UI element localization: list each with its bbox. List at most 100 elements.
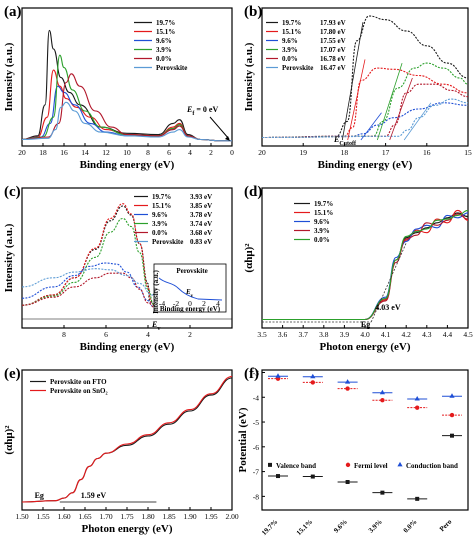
conduction-band-point (275, 373, 281, 378)
x-tick-label: 4 (188, 148, 192, 157)
legend-label: 15.1% (314, 209, 333, 217)
series-line-perovskiteonsno (21, 376, 233, 503)
category-label: 19.7% (260, 518, 279, 537)
valence-band-point (415, 496, 420, 501)
plot-frame (261, 187, 469, 329)
inset-tick-label: -4 (159, 299, 165, 308)
tangent-line (389, 77, 413, 141)
x-tick-label: 0 (230, 148, 234, 157)
chart-panel-d: (d) 3.5 3.6 3.7 3.8 3.9 4.0 4.1 4.2 4.3 4.4 4.5 Phot… (243, 184, 473, 353)
y-axis-title: (αhμ)² (243, 243, 255, 273)
x-tick-label: 2 (209, 148, 213, 157)
legend-label: 15.1% (282, 28, 301, 36)
fermi-arrowhead (225, 136, 230, 141)
x-tick-label: 8 (146, 148, 150, 157)
y-tick-label: -7 (253, 468, 259, 477)
legend-marker (397, 461, 403, 467)
legend-label: 0.0% (282, 55, 298, 63)
eg-label: Eg (361, 320, 370, 329)
fermi-level-point (310, 380, 315, 385)
legend-label: 9.6% (156, 37, 172, 45)
plot-frame (21, 7, 233, 147)
eg-label: Eg (35, 491, 44, 500)
series-line-00 (21, 73, 232, 142)
inset-curve (158, 277, 223, 301)
valence-band-point (450, 433, 454, 438)
tangent-line (341, 22, 364, 141)
plot-frame (21, 187, 233, 329)
x-tick-label: 4.5 (463, 330, 473, 339)
valence-band-point (310, 474, 315, 479)
x-tick-label: 8 (62, 330, 66, 339)
series-line-perovskite (21, 101, 232, 142)
y-axis-title: Intensity (a.u.) (243, 42, 255, 111)
series-line-96 (261, 102, 469, 139)
x-tick-label: 1.50 (15, 512, 28, 521)
fermi-level-point (380, 398, 385, 403)
y-axis-title: Potential (eV) (237, 407, 249, 472)
x-tick-label: 15 (464, 148, 472, 157)
fermi-annotation: Ef = 0 eV (186, 105, 218, 117)
legend-label: Perovskite on SnO₂ (50, 387, 108, 395)
tangent-line (360, 112, 382, 141)
x-tick-label: 3.7 (299, 330, 309, 339)
legend-label: 0.0% (152, 229, 168, 237)
x-tick-label: 1.75 (120, 512, 133, 521)
category-label: 3.9% (367, 518, 384, 535)
legend-label: Valence band (276, 462, 316, 470)
x-axis-title: Photon energy (eV) (319, 341, 410, 353)
series-line-39 (261, 213, 469, 321)
legend-label: 3.9% (282, 46, 298, 54)
series-line-197 (21, 29, 232, 142)
panel-letter: (d) (244, 184, 262, 200)
legend-label: 3.9% (152, 220, 168, 228)
bandgap-value: 1.59 eV (81, 491, 107, 500)
y-tick-label: -5 (253, 418, 259, 427)
conduction-band-point (414, 395, 420, 401)
plot-frame (261, 369, 469, 511)
category-label: Pero (438, 517, 454, 533)
x-tick-label: 4.2 (402, 330, 412, 339)
cutoff-annotation: ECutoff (333, 135, 357, 147)
series-line-00 (261, 209, 469, 321)
legend-label: Perovskite on FTO (50, 378, 107, 386)
legend-label: 0.0% (314, 236, 330, 244)
x-tick-label: 19 (299, 148, 307, 157)
inset-frame (153, 263, 227, 313)
legend-value: 3.85 eV (190, 202, 212, 210)
x-tick-label: 18 (39, 148, 47, 157)
panel-letter: (b) (244, 4, 262, 20)
conduction-band-point (449, 393, 455, 398)
x-tick-label: 1.90 (183, 512, 196, 521)
series-line-151 (261, 209, 469, 321)
conduction-band-point (345, 379, 351, 384)
legend-label: 3.9% (156, 46, 172, 54)
x-tick-label: 1.55 (36, 512, 49, 521)
legend-label: Perovskite (282, 64, 313, 72)
tangent-line (347, 59, 366, 141)
y-tick-label: -4 (253, 393, 259, 402)
panel-letter: (e) (4, 366, 21, 382)
x-tick-label: 1.60 (57, 512, 70, 521)
panel-letter: (a) (4, 4, 22, 20)
series-line-perovskiteonfto (21, 377, 233, 503)
x-tick-label: 20 (18, 148, 26, 157)
x-tick-label: 3.9 (340, 330, 350, 339)
inset-tick-label: 4 (216, 299, 220, 308)
conduction-band-point (379, 389, 385, 395)
fermi-level-point (449, 412, 455, 418)
series-line-00 (261, 83, 469, 139)
inset-tick-label: -2 (173, 299, 179, 308)
x-tick-label: 4.1 (381, 330, 391, 339)
y-axis-title: Intensity (a.u.) (3, 42, 15, 111)
x-tick-label: 2 (188, 330, 192, 339)
legend-label: 0.0% (156, 55, 172, 63)
legend-label: 15.1% (156, 28, 175, 36)
legend-value: 0.83 eV (190, 238, 212, 246)
x-axis-title: Binding energy (eV) (318, 159, 413, 171)
inset-y-title: Intensity (a.u.) (152, 269, 160, 313)
x-tick-label: 20 (258, 148, 266, 157)
x-tick-label: 16 (423, 148, 431, 157)
x-tick-label: 4.0 (360, 330, 370, 339)
